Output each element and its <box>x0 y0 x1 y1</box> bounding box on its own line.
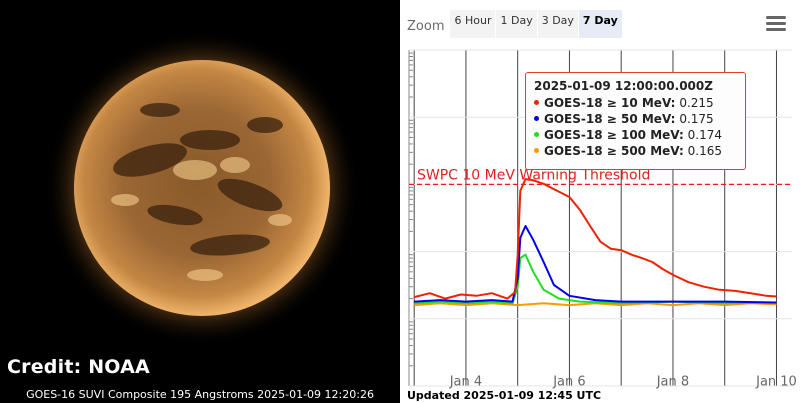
tooltip-series-name: GOES-18 ≥ 50 MeV: <box>544 112 676 126</box>
tooltip-series-name: GOES-18 ≥ 100 MeV: <box>544 128 684 142</box>
image-caption: GOES-16 SUVI Composite 195 Angstroms 202… <box>26 388 374 401</box>
hamburger-menu-icon[interactable] <box>766 16 786 34</box>
series-line-18500mev <box>414 302 777 307</box>
chart-tooltip: 2025-01-09 12:00:00.000Z GOES-18 ≥ 10 Me… <box>525 72 746 170</box>
tooltip-row: GOES-18 ≥ 50 MeV: 0.175 <box>534 111 737 127</box>
zoom-1-day-button[interactable]: 1 Day <box>496 10 537 38</box>
tooltip-series-name: GOES-18 ≥ 500 MeV: <box>544 144 684 158</box>
x-tick-label: Jan 8 <box>656 375 689 390</box>
tooltip-row: GOES-18 ≥ 100 MeV: 0.174 <box>534 127 737 143</box>
zoom-controls: Zoom 6 Hour 1 Day 3 Day 7 Day <box>407 10 623 38</box>
series-dot-icon <box>534 116 539 121</box>
series-line-1810mev <box>413 178 777 300</box>
updated-timestamp: Updated 2025-01-09 12:45 UTC <box>407 389 602 402</box>
tooltip-series-value: 0.215 <box>679 96 714 110</box>
proton-flux-chart: SWPC 10 MeV Warning Threshold Jan 4 Jan 6 J… <box>408 49 797 390</box>
tooltip-series-value: 0.175 <box>679 112 714 126</box>
proton-flux-chart-panel: SWPC 10 MeV Warning Threshold Jan 4 Jan 6 J… <box>400 0 800 403</box>
series-dot-icon <box>534 148 539 153</box>
tooltip-series-name: GOES-18 ≥ 10 MeV: <box>544 96 676 110</box>
threshold-label: SWPC 10 MeV Warning Threshold <box>417 167 650 183</box>
x-tick-label: Jan 6 <box>552 375 585 390</box>
tooltip-title: 2025-01-09 12:00:00.000Z <box>534 79 713 93</box>
tooltip-row: GOES-18 ≥ 500 MeV: 0.165 <box>534 143 737 159</box>
zoom-7-day-button[interactable]: 7 Day <box>578 10 622 38</box>
zoom-label: Zoom <box>407 18 445 34</box>
series-dot-icon <box>534 132 539 137</box>
tooltip-series-value: 0.174 <box>687 128 723 142</box>
x-tick-label: Jan 4 <box>449 375 482 390</box>
solar-image-panel: Credit: NOAA GOES-16 SUVI Composite 195 … <box>0 0 400 403</box>
sun-image <box>44 30 360 346</box>
tooltip-series-value: 0.165 <box>687 144 723 158</box>
image-credit: Credit: NOAA <box>7 356 150 378</box>
zoom-6-hour-button[interactable]: 6 Hour <box>450 10 496 38</box>
series-line-1850mev <box>414 225 777 304</box>
zoom-3-day-button[interactable]: 3 Day <box>537 10 578 38</box>
tooltip-row: GOES-18 ≥ 10 MeV: 0.215 <box>534 95 737 111</box>
x-tick-label: Jan 10 <box>755 375 797 390</box>
series-dot-icon <box>534 100 539 105</box>
